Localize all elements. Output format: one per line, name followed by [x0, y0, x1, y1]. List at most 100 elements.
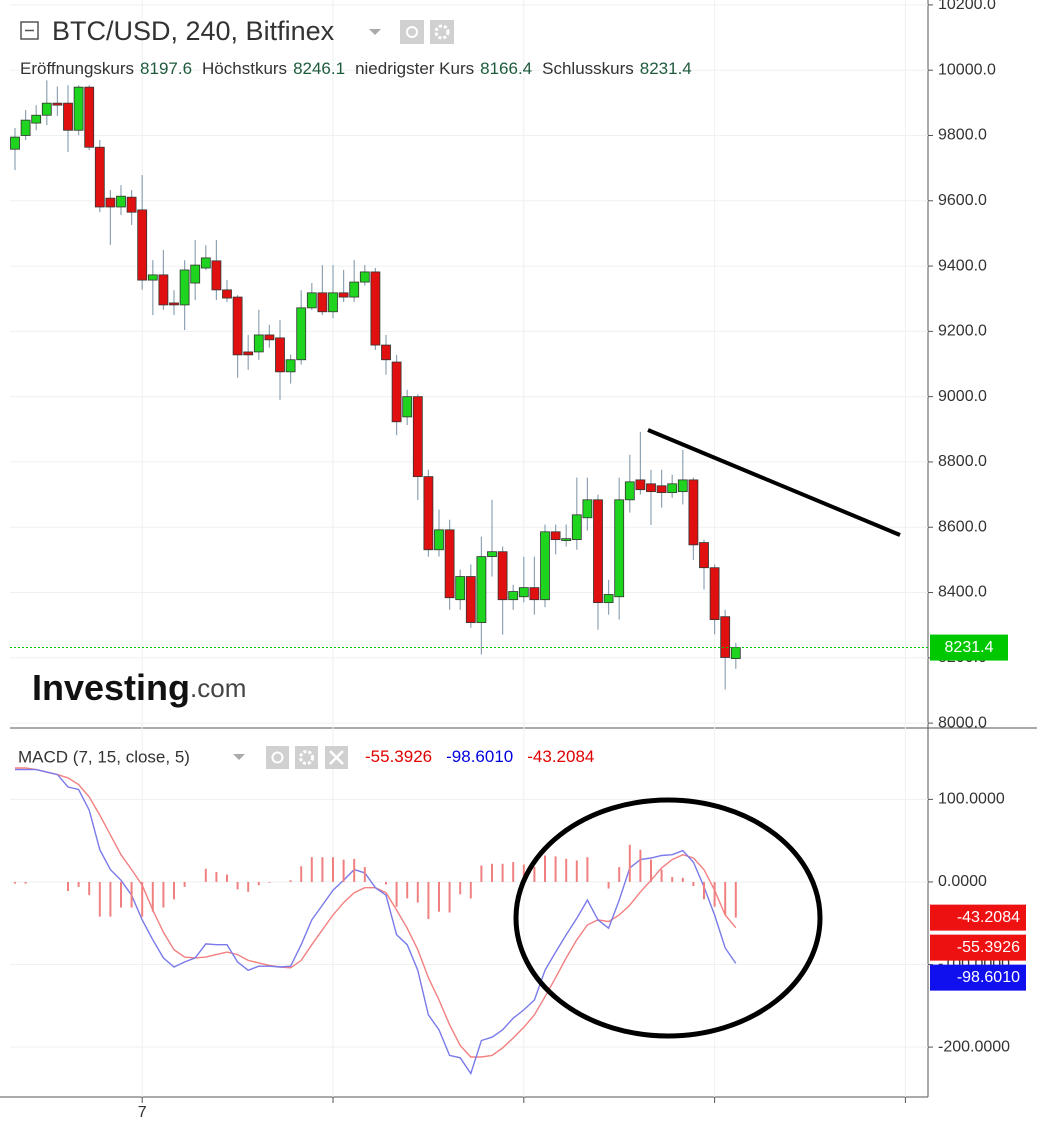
candle-body — [582, 499, 593, 519]
candle-body — [593, 499, 603, 604]
candle-body — [338, 292, 349, 298]
macd-dropdown-icon[interactable] — [233, 754, 245, 760]
grid-layer — [10, 0, 933, 1103]
indicator-value-label: -98.6010 — [957, 969, 1020, 986]
mark-layer — [10, 80, 928, 1076]
candle-body — [571, 514, 582, 541]
macd-eye-icon[interactable] — [266, 746, 289, 769]
indicator-value-box — [930, 964, 1026, 991]
chart-title: BTC/USD, 240, Bitfinex — [52, 16, 335, 46]
y-tick-label: 0.0000 — [938, 873, 987, 890]
ohlc-label: Höchstkurs — [202, 59, 287, 78]
dropdown-icon[interactable] — [369, 29, 381, 35]
indicator-value-label: -43.2084 — [957, 909, 1020, 926]
indicator-value: -55.3926 — [365, 747, 432, 766]
candle-body — [381, 344, 391, 361]
candle-body — [730, 647, 741, 659]
candle-body — [677, 479, 688, 493]
candle-body — [126, 196, 137, 213]
candle-body — [10, 136, 20, 150]
y-tick-label: 9800.0 — [938, 127, 987, 144]
indicator-line — [15, 768, 737, 1076]
candle-body — [370, 271, 381, 346]
y-tick-label: 9600.0 — [938, 192, 987, 209]
y-tick-label: 10000.0 — [938, 61, 996, 78]
candle-body — [476, 556, 487, 623]
ohlc-label: niedrigster Kurs — [355, 59, 474, 78]
settings-icon-gear — [434, 24, 450, 40]
eye-icon[interactable] — [400, 20, 424, 44]
candle-body — [328, 292, 338, 313]
candle-body — [243, 351, 254, 356]
candle-body — [137, 209, 148, 281]
candle-body — [402, 396, 413, 418]
candle-body — [699, 542, 709, 569]
y-tick-label: 8600.0 — [938, 518, 987, 535]
macd-eye-pupil — [271, 751, 284, 764]
y-tick-label: 9000.0 — [938, 388, 987, 405]
indicator-value: -98.6010 — [446, 747, 513, 766]
candle-body — [624, 481, 635, 501]
candle-body — [20, 119, 31, 136]
trend-line-annotation — [647, 428, 901, 537]
candle-body — [275, 337, 285, 373]
watermark: Investing.com — [32, 667, 246, 708]
candle-body — [688, 479, 699, 546]
y-tick-label: 10200.0 — [938, 0, 996, 13]
candle-body — [709, 567, 720, 621]
x-tick-label: 7 — [138, 1104, 147, 1121]
candle-body — [94, 146, 105, 208]
last-price-label: 8231.4 — [945, 639, 994, 656]
candle-body — [391, 361, 402, 423]
watermark-brand: Investing — [32, 667, 190, 708]
indicator-value-box — [930, 904, 1026, 931]
candle-body — [603, 594, 614, 604]
candle-body — [211, 260, 222, 291]
candle-body — [105, 197, 116, 208]
candle-body — [84, 86, 95, 148]
candle-body — [306, 292, 317, 309]
settings-icon[interactable] — [430, 20, 454, 44]
candle-body — [646, 483, 656, 493]
indicator-value-box — [930, 934, 1026, 961]
y-tick-label: 9400.0 — [938, 257, 987, 274]
candle-body — [667, 483, 678, 494]
y-tick-label: 9200.0 — [938, 323, 987, 340]
y-tick-label: 8800.0 — [938, 453, 987, 470]
candle-body — [518, 587, 529, 598]
candle-body — [200, 257, 211, 269]
candle-body — [359, 271, 370, 283]
last-price-box — [930, 634, 1008, 661]
candle-body — [73, 86, 84, 131]
candle-body — [550, 531, 561, 541]
candle-body — [158, 274, 169, 306]
collapse-icon[interactable] — [20, 21, 39, 40]
candle-body — [455, 576, 466, 601]
indicator-value: -43.2084 — [527, 747, 594, 766]
header-icons — [20, 20, 454, 769]
label-layer: 8000.08200.08400.08600.08800.09000.09200… — [20, 0, 1026, 1121]
candle-body — [540, 531, 550, 601]
candle-body — [561, 538, 572, 542]
candle-body — [635, 479, 646, 491]
candle-body — [264, 334, 275, 341]
candle-body — [497, 551, 508, 601]
candle-body — [720, 616, 731, 658]
macd-settings-icon[interactable] — [295, 746, 318, 769]
circle-annotation — [513, 797, 823, 1039]
y-tick-label: -200.0000 — [938, 1038, 1010, 1055]
candle-body — [508, 591, 519, 601]
candle-body — [222, 289, 232, 299]
candle-body — [296, 307, 307, 361]
candle-body — [253, 334, 264, 353]
y-tick-label: 8000.0 — [938, 714, 987, 731]
candle-body — [614, 499, 625, 598]
eye-icon-pupil — [406, 26, 418, 38]
candle-body — [232, 296, 243, 356]
candle-body — [31, 114, 42, 124]
ohlc-label: Eröffnungskurs — [20, 59, 134, 78]
ohlc-value: 8246.1 — [293, 59, 345, 78]
indicator-title: MACD (7, 15, close, 5) — [18, 747, 190, 766]
